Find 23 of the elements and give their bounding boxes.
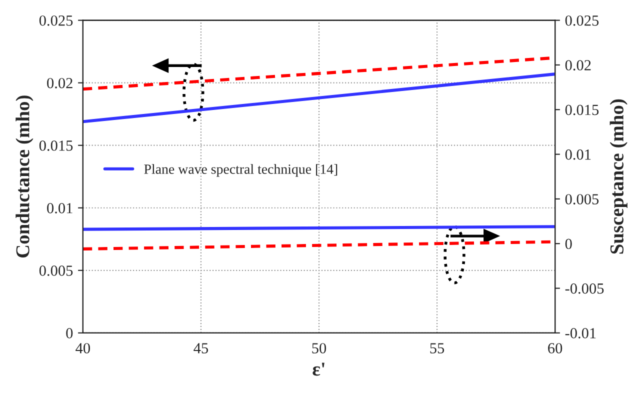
y2-tick-label: 0	[565, 238, 572, 250]
legend-label: Plane wave spectral technique [14]	[144, 164, 338, 177]
y-axis-title: Conductance (mho)	[16, 96, 34, 258]
x-tick-label: 40	[76, 343, 90, 354]
y2-tick-label: 0.015	[565, 104, 599, 116]
y-tick-label: 0.005	[39, 266, 73, 276]
x-tick-label: 50	[312, 343, 326, 354]
y2-tick-label: 0.025	[565, 15, 599, 26]
y-tick-label: 0.02	[47, 78, 72, 88]
y2-tick-label: -0.01	[565, 328, 596, 338]
y2-tick-label: -0.005	[565, 283, 604, 294]
y2-tick-label: 0.005	[565, 194, 599, 204]
x-tick-label: 55	[430, 343, 444, 354]
y-tick-label: 0.025	[39, 15, 73, 26]
y-tick-label: 0.015	[39, 140, 73, 151]
y-tick-label: 0.01	[47, 203, 72, 214]
y2-tick-label: 0.02	[565, 60, 591, 70]
x-tick-label: 45	[194, 343, 208, 354]
x-tick-label: 60	[548, 343, 562, 354]
y2-tick-label: 0.01	[565, 149, 591, 160]
x-axis-title: ε'	[312, 362, 324, 376]
y2-axis-title: Susceptance (mho)	[610, 99, 628, 254]
y-tick-label: 0	[66, 328, 73, 338]
